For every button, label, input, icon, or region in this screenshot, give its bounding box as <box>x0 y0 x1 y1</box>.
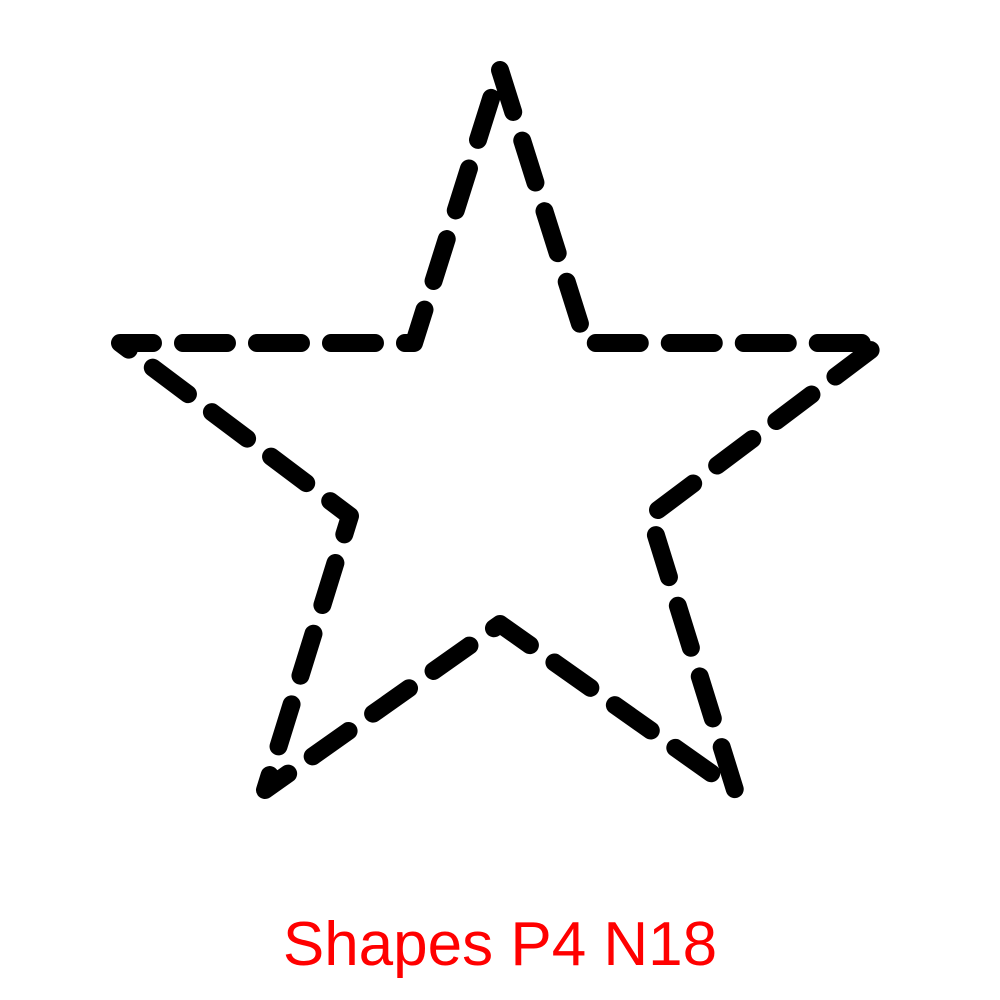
star-path <box>120 70 880 790</box>
worksheet-caption: Shapes P4 N18 <box>0 905 1000 985</box>
